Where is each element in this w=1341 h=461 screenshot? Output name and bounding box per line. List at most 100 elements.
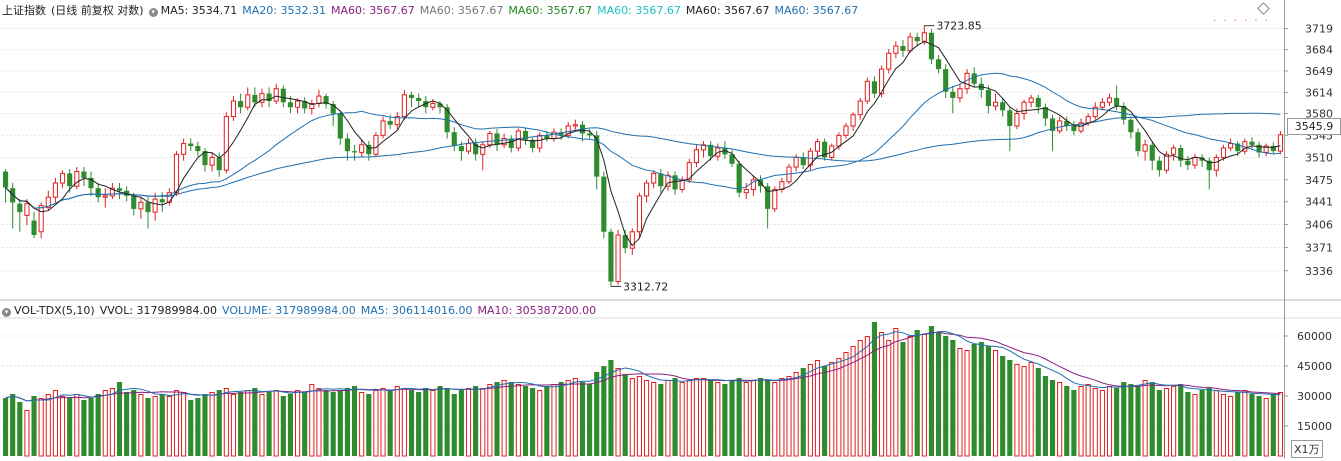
candle-body	[1149, 144, 1155, 161]
candle-body	[572, 124, 578, 127]
vol-legend-item: MA5: 306114016.00	[360, 304, 473, 317]
volume-bar	[793, 372, 799, 457]
candle-body	[651, 172, 657, 184]
volume-bar	[1163, 388, 1170, 457]
candle-body	[95, 188, 101, 198]
volume-bar	[693, 378, 699, 457]
candle-body	[487, 132, 493, 146]
volume-bar	[337, 390, 343, 456]
candle-body	[558, 132, 564, 136]
candle-body	[643, 182, 650, 197]
candle-body	[608, 231, 614, 282]
candle-body	[729, 154, 735, 164]
candle-body	[430, 103, 436, 108]
candle-body	[886, 52, 892, 70]
volume-bar	[252, 388, 258, 456]
volume-bar	[1071, 390, 1077, 456]
candle-body	[800, 157, 806, 166]
vol-legend-item: VVOL: 317989984.00	[99, 304, 218, 317]
volume-bar	[1249, 394, 1255, 456]
candle-body	[957, 88, 963, 99]
candle-body	[985, 89, 991, 107]
volume-bar	[17, 402, 23, 456]
volume-bar	[537, 390, 543, 457]
volume-bar	[757, 378, 764, 456]
candle-body	[1042, 107, 1048, 119]
candle-body	[437, 103, 443, 108]
volume-bar	[59, 396, 66, 457]
expand-vol-icon[interactable]: ▾	[2, 308, 11, 317]
volume-bar	[1199, 390, 1205, 456]
volume-bar	[10, 394, 16, 456]
candle-body	[864, 80, 870, 102]
candle-body	[1178, 147, 1184, 161]
candle-body	[166, 192, 172, 203]
volume-bar	[1078, 386, 1084, 457]
expand-icon[interactable]: ▾	[148, 8, 158, 17]
price-tick-label: 3719	[1305, 23, 1333, 36]
volume-bar	[572, 378, 578, 457]
candle-body	[530, 139, 536, 148]
volume-bar	[978, 342, 984, 456]
volume-bar	[330, 392, 336, 456]
volume-bar	[437, 386, 443, 456]
candle-body	[1163, 153, 1170, 171]
volume-bar	[786, 376, 792, 457]
ma20-line	[5, 72, 1281, 209]
candle-body	[1106, 97, 1113, 103]
candle-body	[209, 156, 215, 166]
candle-body	[17, 203, 23, 213]
candle-body	[373, 134, 379, 155]
volume-bar	[1000, 356, 1006, 456]
volume-bar	[1121, 382, 1127, 456]
volume-bar	[636, 376, 643, 457]
volume-bar	[992, 350, 999, 457]
price-tick-label: 3510	[1305, 151, 1333, 164]
candle-body	[230, 100, 237, 118]
volume-bar	[1149, 382, 1155, 456]
volume-bar	[822, 366, 828, 456]
candle-body	[743, 188, 749, 194]
volume-bar	[615, 368, 621, 457]
candle-body	[971, 73, 977, 84]
vol-legend-item: VOL-TDX(5,10)	[14, 304, 95, 317]
candle-body	[501, 138, 507, 146]
candle-body	[522, 130, 529, 140]
volume-bar	[658, 384, 664, 456]
candle-body	[138, 201, 144, 210]
volume-bar	[366, 394, 372, 456]
volume-bar	[957, 348, 963, 457]
volume-bar	[522, 386, 529, 456]
volume-bar	[216, 390, 222, 456]
volume-tick-label: 60000	[1297, 330, 1332, 343]
candle-body	[736, 163, 742, 193]
candle-body	[1064, 120, 1070, 126]
volume-bar	[1014, 364, 1020, 457]
candle-body	[1049, 118, 1056, 131]
volume-bar	[879, 332, 885, 457]
volume-bar	[423, 388, 429, 456]
ma60-line	[5, 112, 1281, 209]
candle-body	[1099, 101, 1105, 108]
volume-bar	[565, 380, 571, 457]
volume-bar	[1064, 386, 1070, 456]
ma-legend-item: MA60: 3567.67	[774, 4, 859, 17]
volume-bar	[31, 396, 37, 456]
volume-bar	[914, 330, 920, 456]
ma-legend-item: MA60: 3567.67	[508, 4, 593, 17]
candle-body	[871, 81, 878, 94]
volume-tick-label: 15000	[1297, 420, 1332, 433]
volume-ma5-line	[5, 331, 1281, 402]
volume-bar	[1142, 380, 1148, 457]
candle-body	[1114, 97, 1120, 107]
candle-body	[52, 182, 58, 198]
volume-bar	[1057, 382, 1063, 457]
candle-body	[480, 144, 486, 155]
price-tick-label: 3371	[1305, 242, 1333, 255]
volume-bar	[359, 392, 365, 457]
candle-body	[587, 133, 593, 136]
volume-bar	[380, 388, 386, 457]
volume-bar	[1007, 360, 1013, 456]
